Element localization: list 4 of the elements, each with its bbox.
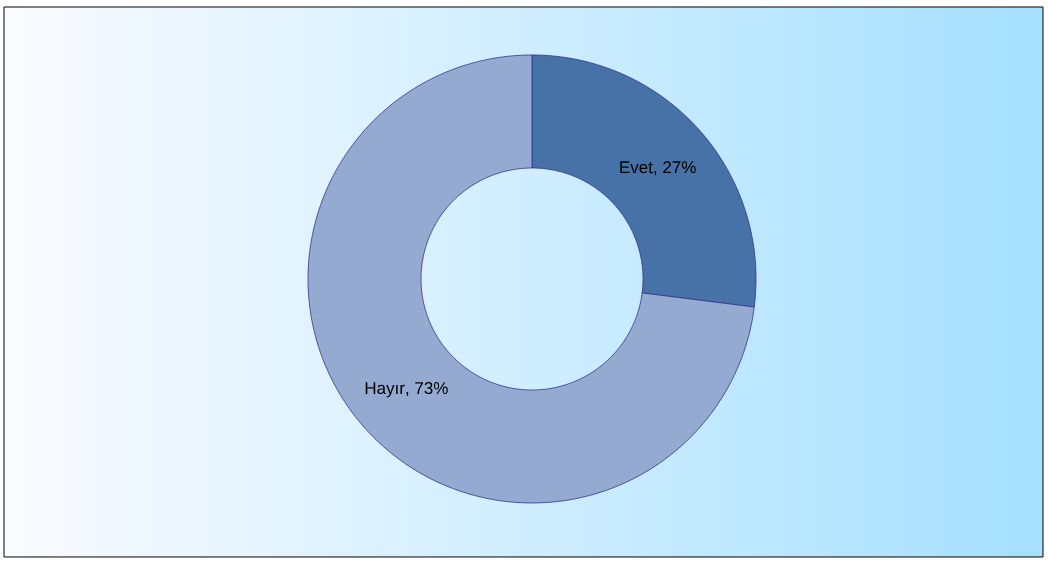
slice-label: Hayır [365,382,405,398]
slice-label: Evet [620,161,653,174]
data-label: , 27% [654,161,696,176]
data-label: , 73% [406,382,448,397]
